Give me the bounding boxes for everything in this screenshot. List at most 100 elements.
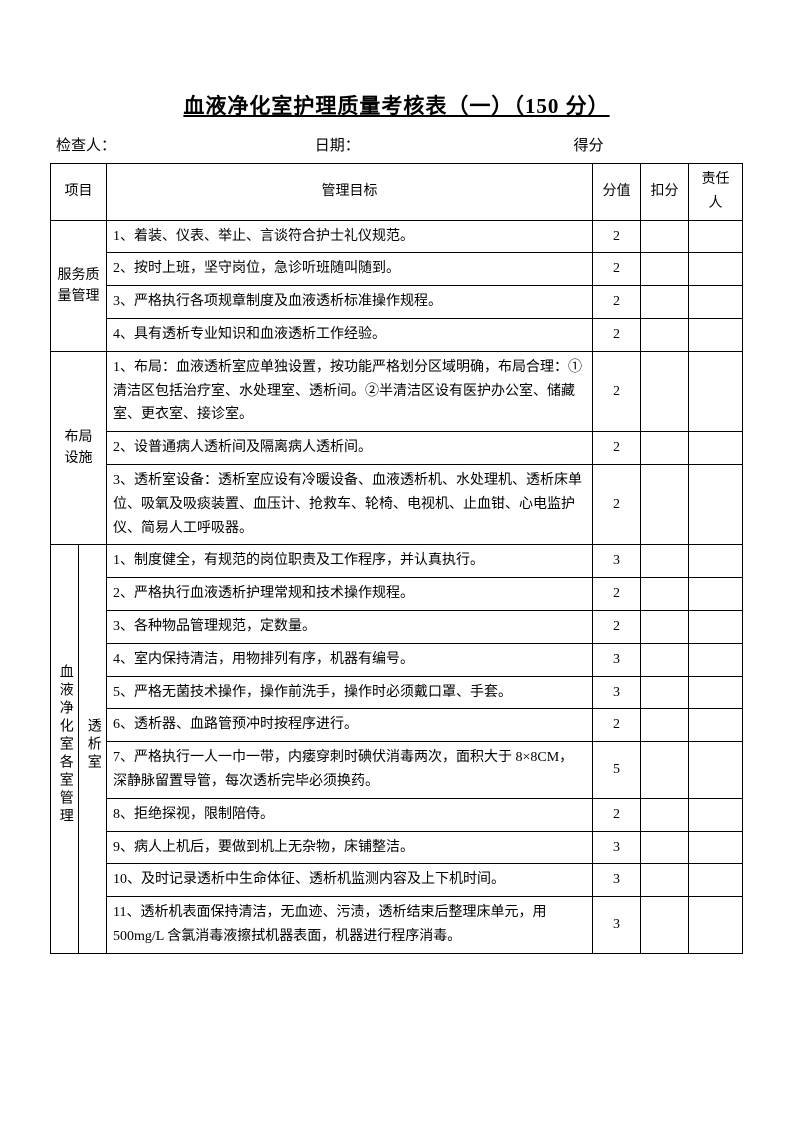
subsection-name: 透析室: [81, 718, 105, 772]
section-label: 血液净化室各室管理: [51, 545, 79, 953]
deduct-cell: [641, 578, 689, 611]
goal-cell: 9、病人上机后，要做到机上无杂物，床铺整洁。: [107, 831, 593, 864]
responsible-cell: [689, 676, 743, 709]
assessment-table: 项目 管理目标 分值 扣分 责任人 服务质量管理 1、着装、仪表、举止、言谈符合…: [50, 163, 743, 954]
goal-cell: 3、严格执行各项规章制度及血液透析标准操作规程。: [107, 286, 593, 319]
goal-cell: 6、透析器、血路管预冲时按程序进行。: [107, 709, 593, 742]
table-row: 10、及时记录透析中生命体征、透析机监测内容及上下机时间。 3: [51, 864, 743, 897]
responsible-cell: [689, 351, 743, 431]
goal-cell: 2、设普通病人透析间及隔离病人透析间。: [107, 432, 593, 465]
table-row: 2、严格执行血液透析护理常规和技术操作规程。 2: [51, 578, 743, 611]
table-row: 3、各种物品管理规范，定数量。 2: [51, 610, 743, 643]
goal-cell: 1、制度健全，有规范的岗位职责及工作程序，并认真执行。: [107, 545, 593, 578]
date-label: 日期：: [315, 134, 574, 155]
score-cell: 3: [593, 897, 641, 954]
responsible-cell: [689, 253, 743, 286]
responsible-cell: [689, 798, 743, 831]
score-cell: 2: [593, 464, 641, 544]
score-cell: 3: [593, 864, 641, 897]
meta-row: 检查人： 日期： 得分: [50, 134, 743, 155]
table-row: 服务质量管理 1、着装、仪表、举止、言谈符合护士礼仪规范。 2: [51, 220, 743, 253]
score-cell: 2: [593, 220, 641, 253]
goal-cell: 4、室内保持清洁，用物排列有序，机器有编号。: [107, 643, 593, 676]
score-cell: 5: [593, 742, 641, 799]
responsible-cell: [689, 709, 743, 742]
responsible-cell: [689, 643, 743, 676]
goal-cell: 1、布局：血液透析室应单独设置，按功能严格划分区域明确，布局合理：①清洁区包括治…: [107, 351, 593, 431]
responsible-cell: [689, 545, 743, 578]
table-row: 11、透析机表面保持清洁，无血迹、污渍，透析结束后整理床单元，用 500mg/L…: [51, 897, 743, 954]
score-cell: 2: [593, 798, 641, 831]
responsible-cell: [689, 578, 743, 611]
responsible-cell: [689, 220, 743, 253]
header-goal: 管理目标: [107, 164, 593, 221]
deduct-cell: [641, 897, 689, 954]
score-cell: 2: [593, 286, 641, 319]
score-cell: 2: [593, 578, 641, 611]
score-cell: 2: [593, 253, 641, 286]
responsible-cell: [689, 897, 743, 954]
responsible-cell: [689, 286, 743, 319]
goal-cell: 1、着装、仪表、举止、言谈符合护士礼仪规范。: [107, 220, 593, 253]
goal-cell: 3、各种物品管理规范，定数量。: [107, 610, 593, 643]
responsible-cell: [689, 831, 743, 864]
table-header-row: 项目 管理目标 分值 扣分 责任人: [51, 164, 743, 221]
table-row: 5、严格无菌技术操作，操作前洗手，操作时必须戴口罩、手套。 3: [51, 676, 743, 709]
deduct-cell: [641, 351, 689, 431]
deduct-cell: [641, 432, 689, 465]
table-row: 2、按时上班，坚守岗位，急诊听班随叫随到。 2: [51, 253, 743, 286]
table-row: 血液净化室各室管理 透析室 1、制度健全，有规范的岗位职责及工作程序，并认真执行…: [51, 545, 743, 578]
deduct-cell: [641, 798, 689, 831]
deduct-cell: [641, 318, 689, 351]
goal-cell: 11、透析机表面保持清洁，无血迹、污渍，透析结束后整理床单元，用 500mg/L…: [107, 897, 593, 954]
goal-cell: 7、严格执行一人一巾一带，内瘘穿刺时碘伏消毒两次，面积大于 8×8CM，深静脉留…: [107, 742, 593, 799]
table-row: 7、严格执行一人一巾一带，内瘘穿刺时碘伏消毒两次，面积大于 8×8CM，深静脉留…: [51, 742, 743, 799]
responsible-cell: [689, 742, 743, 799]
header-score: 分值: [593, 164, 641, 221]
score-cell: 2: [593, 709, 641, 742]
deduct-cell: [641, 742, 689, 799]
table-row: 9、病人上机后，要做到机上无杂物，床铺整洁。 3: [51, 831, 743, 864]
deduct-cell: [641, 864, 689, 897]
goal-cell: 8、拒绝探视，限制陪侍。: [107, 798, 593, 831]
score-cell: 2: [593, 318, 641, 351]
header-category: 项目: [51, 164, 107, 221]
page-title: 血液净化室护理质量考核表（一）（150 分）: [50, 90, 743, 120]
subsection-label: 透析室: [79, 545, 107, 953]
score-cell: 2: [593, 432, 641, 465]
goal-cell: 5、严格无菌技术操作，操作前洗手，操作时必须戴口罩、手套。: [107, 676, 593, 709]
goal-cell: 3、透析室设备：透析室应设有冷暖设备、血液透析机、水处理机、透析床单位、吸氧及吸…: [107, 464, 593, 544]
responsible-cell: [689, 864, 743, 897]
deduct-cell: [641, 610, 689, 643]
goal-cell: 2、严格执行血液透析护理常规和技术操作规程。: [107, 578, 593, 611]
deduct-cell: [641, 709, 689, 742]
table-row: 6、透析器、血路管预冲时按程序进行。 2: [51, 709, 743, 742]
header-deduct: 扣分: [641, 164, 689, 221]
table-row: 布局设施 1、布局：血液透析室应单独设置，按功能严格划分区域明确，布局合理：①清…: [51, 351, 743, 431]
deduct-cell: [641, 220, 689, 253]
responsible-cell: [689, 432, 743, 465]
score-cell: 3: [593, 643, 641, 676]
goal-cell: 2、按时上班，坚守岗位，急诊听班随叫随到。: [107, 253, 593, 286]
score-cell: 2: [593, 351, 641, 431]
table-row: 4、具有透析专业知识和血液透析工作经验。 2: [51, 318, 743, 351]
deduct-cell: [641, 831, 689, 864]
responsible-cell: [689, 610, 743, 643]
table-row: 3、严格执行各项规章制度及血液透析标准操作规程。 2: [51, 286, 743, 319]
deduct-cell: [641, 253, 689, 286]
score-cell: 2: [593, 610, 641, 643]
section-label: 服务质量管理: [51, 220, 107, 351]
responsible-cell: [689, 318, 743, 351]
deduct-cell: [641, 676, 689, 709]
score-cell: 3: [593, 831, 641, 864]
header-responsible: 责任人: [689, 164, 743, 221]
deduct-cell: [641, 643, 689, 676]
section-label: 布局设施: [51, 351, 107, 545]
table-row: 8、拒绝探视，限制陪侍。 2: [51, 798, 743, 831]
inspector-label: 检查人：: [56, 134, 315, 155]
deduct-cell: [641, 464, 689, 544]
table-row: 4、室内保持清洁，用物排列有序，机器有编号。 3: [51, 643, 743, 676]
deduct-cell: [641, 545, 689, 578]
deduct-cell: [641, 286, 689, 319]
table-row: 2、设普通病人透析间及隔离病人透析间。 2: [51, 432, 743, 465]
